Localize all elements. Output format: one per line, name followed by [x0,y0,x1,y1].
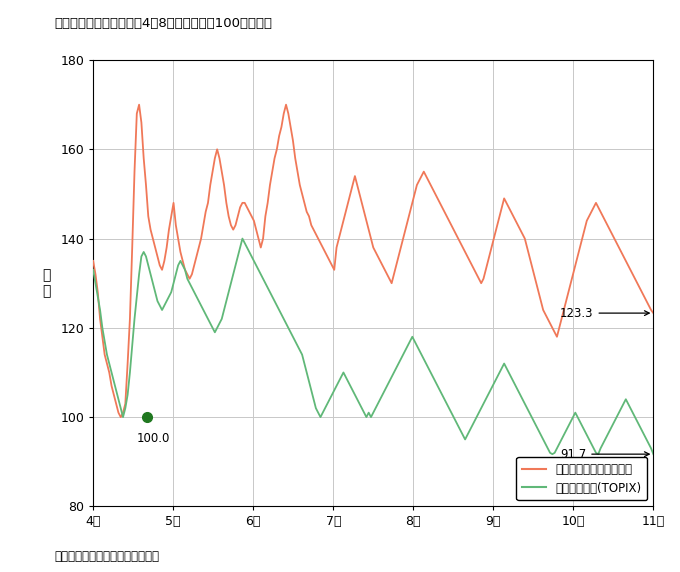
Text: 91.7: 91.7 [560,448,649,460]
Text: 123.3: 123.3 [560,307,649,320]
Text: 100.0: 100.0 [137,432,170,444]
Text: 図表　株価指数の推移（4年8月の平均値を100とする）: 図表 株価指数の推移（4年8月の平均値を100とする） [54,17,273,30]
Legend: 通信業の業種別株価指数, 東証株価指数(TOPIX): 通信業の業種別株価指数, 東証株価指数(TOPIX) [517,457,647,500]
Text: 東京証券取引所資料等により作成: 東京証券取引所資料等により作成 [54,550,159,563]
Y-axis label: 指
数: 指 数 [42,268,50,299]
